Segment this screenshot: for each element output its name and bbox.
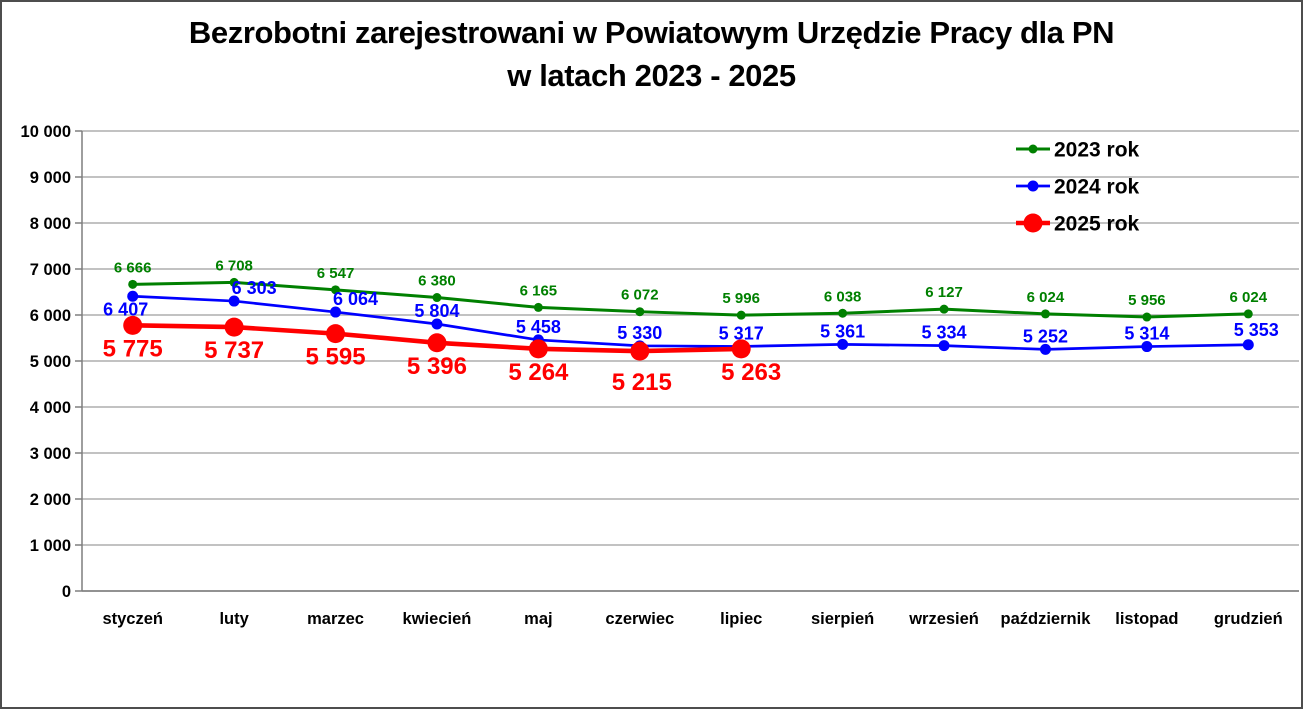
y-axis-label: 9 000 — [30, 169, 71, 187]
data-point-2024-rok — [330, 306, 342, 318]
data-point-2023-rok — [331, 285, 341, 295]
data-label-2024-rok: 5 361 — [820, 321, 865, 341]
y-axis-label: 7 000 — [30, 261, 71, 279]
data-point-2025-rok — [326, 324, 346, 344]
data-point-2024-rok — [1039, 343, 1051, 355]
y-axis-label: 2 000 — [30, 491, 71, 509]
data-label-2024-rok: 6 407 — [103, 299, 148, 319]
data-point-2024-rok — [228, 295, 240, 307]
x-axis-label: kwiecień — [403, 610, 472, 628]
x-axis-label: maj — [524, 610, 552, 628]
x-axis-label: lipiec — [720, 610, 762, 628]
x-axis-label: październik — [1001, 610, 1092, 628]
data-point-2024-rok — [837, 338, 849, 350]
legend-label: 2023 rok — [1054, 139, 1140, 162]
data-label-2024-rok: 6 303 — [232, 278, 277, 298]
x-axis-label: listopad — [1115, 610, 1178, 628]
data-label-2024-rok: 5 334 — [922, 323, 967, 343]
data-label-2023-rok: 6 380 — [418, 273, 456, 290]
data-point-2023-rok — [1040, 309, 1050, 319]
data-point-2023-rok — [229, 277, 239, 287]
data-point-2025-rok — [427, 333, 447, 353]
data-label-2023-rok: 5 996 — [722, 290, 760, 307]
data-point-2025-rok — [224, 317, 244, 337]
x-axis-label: marzec — [307, 610, 364, 628]
data-point-2023-rok — [635, 307, 645, 317]
data-label-2024-rok: 5 353 — [1234, 320, 1279, 340]
chart-title: Bezrobotni zarejestrowani w Powiatowym U… — [2, 11, 1301, 97]
x-axis-label: wrzesień — [908, 610, 979, 628]
data-point-2023-rok — [736, 310, 746, 320]
y-axis-label: 6 000 — [30, 307, 71, 325]
series-line-2024-rok — [131, 294, 1250, 351]
data-label-2024-rok: 6 064 — [333, 289, 378, 309]
data-label-2025-rok: 5 396 — [407, 353, 467, 380]
data-label-2023-rok: 6 024 — [1027, 289, 1065, 306]
data-label-2023-rok: 6 024 — [1230, 289, 1268, 306]
data-label-2023-rok: 5 956 — [1128, 292, 1166, 309]
x-axis-label: grudzień — [1214, 610, 1283, 628]
data-point-2024-rok — [127, 290, 139, 302]
legend-label: 2024 rok — [1054, 176, 1140, 199]
y-axis-label: 10 000 — [21, 123, 71, 141]
y-axis-label: 1 000 — [30, 537, 71, 555]
data-point-2023-rok — [838, 308, 848, 318]
data-label-2023-rok: 6 072 — [621, 287, 659, 304]
legend-marker-2025-rok — [1023, 213, 1043, 233]
data-label-2025-rok: 5 595 — [306, 344, 366, 371]
data-label-2024-rok: 5 330 — [617, 323, 662, 343]
x-axis-label: czerwiec — [605, 610, 674, 628]
chart-title-line1: Bezrobotni zarejestrowani w Powiatowym U… — [188, 15, 1115, 50]
data-point-2025-rok — [630, 341, 650, 361]
data-point-2025-rok — [123, 315, 143, 335]
data-point-2023-rok — [128, 279, 138, 289]
data-label-2023-rok: 6 666 — [114, 259, 152, 276]
data-point-2024-rok — [938, 340, 950, 352]
data-label-2023-rok: 6 547 — [317, 265, 355, 282]
y-axis-label: 0 — [62, 583, 71, 601]
chart-title-line2: w latach 2023 - 2025 — [507, 58, 796, 93]
data-point-2023-rok — [1243, 309, 1253, 319]
y-axis-label: 8 000 — [30, 215, 71, 233]
legend-marker-2024-rok — [1027, 180, 1039, 192]
data-label-2024-rok: 5 804 — [414, 301, 459, 321]
data-label-2024-rok: 5 317 — [719, 323, 764, 343]
x-axis-label: sierpień — [811, 610, 874, 628]
data-point-2023-rok — [432, 293, 442, 303]
data-point-2023-rok — [533, 302, 543, 312]
x-axis-label: styczeń — [102, 610, 163, 628]
data-point-2024-rok — [431, 318, 443, 330]
data-point-2023-rok — [1142, 312, 1152, 322]
y-axis-label: 3 000 — [30, 445, 71, 463]
data-point-2024-rok — [1141, 341, 1153, 353]
y-axis-label: 4 000 — [30, 399, 71, 417]
data-label-2025-rok: 5 264 — [508, 359, 569, 386]
data-label-2025-rok: 5 775 — [103, 335, 163, 362]
data-label-2025-rok: 5 215 — [612, 369, 672, 396]
data-label-2023-rok: 6 708 — [215, 257, 253, 274]
series-line-2023-rok — [131, 280, 1250, 319]
y-axis-label: 5 000 — [30, 353, 71, 371]
data-label-2023-rok: 6 038 — [824, 288, 862, 305]
data-label-2025-rok: 5 737 — [204, 337, 264, 364]
data-point-2025-rok — [731, 339, 751, 359]
data-point-2025-rok — [528, 339, 548, 359]
legend-label: 2025 rok — [1054, 213, 1140, 236]
data-label-2023-rok: 6 165 — [520, 282, 558, 299]
legend-marker-2023-rok — [1028, 144, 1038, 154]
data-label-2024-rok: 5 314 — [1124, 324, 1169, 344]
data-label-2024-rok: 5 458 — [516, 317, 561, 337]
x-axis-label: luty — [219, 610, 249, 628]
data-point-2024-rok — [1242, 339, 1254, 351]
data-label-2023-rok: 6 127 — [925, 284, 963, 301]
data-point-2023-rok — [939, 304, 949, 314]
data-label-2024-rok: 5 252 — [1023, 326, 1068, 346]
data-label-2025-rok: 5 263 — [721, 359, 781, 386]
